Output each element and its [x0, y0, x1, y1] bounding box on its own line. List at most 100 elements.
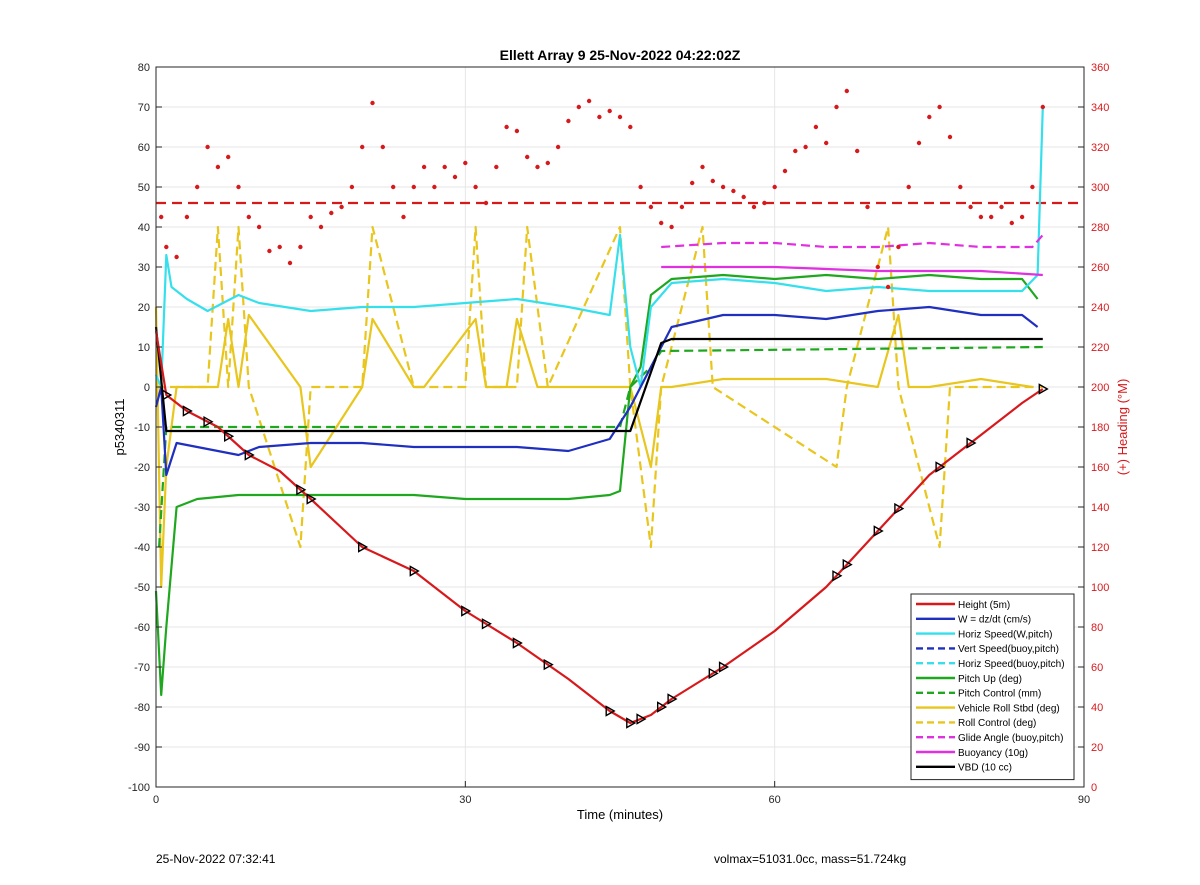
heading-point	[885, 284, 891, 290]
height-marker	[636, 713, 647, 725]
heading-point	[504, 124, 509, 130]
x-axis-label: Time (minutes)	[577, 807, 663, 822]
heading-point	[690, 180, 695, 186]
heading-point	[514, 128, 520, 134]
legend-label: Pitch Control (mm)	[958, 689, 1041, 700]
heading-point	[989, 214, 994, 220]
legend-label: Horiz Speed(buoy,pitch)	[958, 659, 1065, 670]
series-line-2	[154, 106, 1044, 389]
y-tick-label: 50	[138, 182, 150, 194]
height-marker	[657, 701, 668, 713]
heading-point	[720, 184, 726, 190]
y2-tick-label: 140	[1091, 502, 1109, 514]
heading-point	[442, 164, 447, 170]
footer-volmax-mass: volmax=51031.0cc, mass=51.724kg	[714, 852, 907, 866]
height-marker	[966, 437, 977, 449]
y-tick-label: 20	[138, 302, 150, 314]
y-tick-label: -60	[134, 622, 150, 634]
heading-point	[875, 264, 880, 270]
legend-label: Glide Angle (buoy,pitch)	[958, 733, 1063, 744]
heading-point	[648, 204, 654, 210]
heading-point	[236, 184, 241, 190]
height-marker	[481, 618, 492, 630]
heading-point	[607, 108, 612, 114]
y-tick-label: 40	[138, 222, 150, 234]
series-line-10	[661, 265, 1043, 277]
x-tick-label: 30	[459, 794, 471, 806]
heading-point	[958, 184, 963, 190]
height-marker	[306, 493, 317, 505]
heading-point	[978, 214, 984, 220]
heading-point	[1009, 220, 1014, 226]
heading-point	[751, 204, 757, 210]
legend-label: Vert Speed(buoy,pitch)	[958, 644, 1059, 655]
y-tick-label: 80	[138, 62, 150, 74]
heading-point	[576, 104, 581, 110]
heading-point	[473, 184, 478, 190]
y2-axis-label: (+) Heading (°M)	[1115, 379, 1130, 476]
heading-point	[1019, 214, 1025, 220]
y-tick-label: -100	[128, 782, 150, 794]
heading-point	[586, 98, 592, 104]
y-axis-label: p5340311	[112, 399, 127, 456]
heading-point	[246, 214, 251, 220]
height-marker	[203, 416, 214, 428]
y-tick-label: -90	[134, 742, 150, 754]
heading-point	[421, 164, 427, 170]
legend-label: Height (5m)	[958, 600, 1010, 611]
series-line-7	[154, 306, 1033, 589]
y-tick-label: -10	[134, 422, 150, 434]
heading-point	[772, 184, 777, 190]
heading-point	[824, 140, 829, 146]
heading-point	[535, 164, 540, 170]
heading-point	[896, 244, 901, 250]
heading-point	[256, 224, 262, 230]
heading-point	[494, 164, 499, 170]
heading-point	[927, 114, 932, 120]
heading-point	[463, 160, 468, 166]
legend-label: W = dz/dt (cm/s)	[958, 615, 1031, 626]
y-tick-label: -40	[134, 542, 150, 554]
height-marker	[358, 541, 369, 553]
heading-point	[937, 104, 942, 110]
heading-point	[762, 200, 767, 206]
height-marker	[873, 525, 884, 537]
heading-point	[844, 88, 849, 94]
y-tick-label: 70	[138, 102, 150, 114]
heading-point	[401, 214, 406, 220]
height-marker	[894, 502, 905, 515]
height-marker	[512, 637, 523, 649]
heading-point	[782, 168, 788, 174]
heading-point	[906, 184, 911, 190]
heading-point	[277, 244, 282, 250]
height-marker	[182, 405, 193, 417]
heading-point	[638, 184, 643, 190]
y-tick-label: 10	[138, 342, 150, 354]
height-marker	[244, 449, 255, 461]
y2-tick-label: 360	[1091, 62, 1109, 74]
heading-point	[308, 214, 313, 220]
legend-label: Pitch Up (deg)	[958, 674, 1022, 685]
heading-point	[968, 204, 973, 210]
y2-tick-label: 0	[1091, 782, 1097, 794]
heading-point	[628, 124, 633, 130]
y2-tick-label: 20	[1091, 742, 1103, 754]
height-marker	[461, 605, 472, 617]
y-tick-label: 60	[138, 142, 150, 154]
series-line-1	[154, 305, 1039, 477]
legend-label: VBD (10 cc)	[958, 763, 1012, 774]
heading-point	[731, 188, 736, 194]
heading-point	[159, 214, 164, 220]
y2-tick-label: 340	[1091, 102, 1109, 114]
y2-tick-label: 100	[1091, 582, 1109, 594]
heading-point	[318, 224, 324, 230]
heading-point	[555, 144, 561, 150]
height-marker	[296, 484, 307, 496]
series-line-11	[154, 326, 1043, 433]
height-marker	[162, 389, 173, 401]
legend-label: Vehicle Roll Stbd (deg)	[958, 703, 1060, 714]
heading-point	[793, 148, 798, 154]
heading-point	[865, 204, 870, 210]
heading-point	[432, 184, 437, 190]
heading-point	[710, 178, 715, 184]
